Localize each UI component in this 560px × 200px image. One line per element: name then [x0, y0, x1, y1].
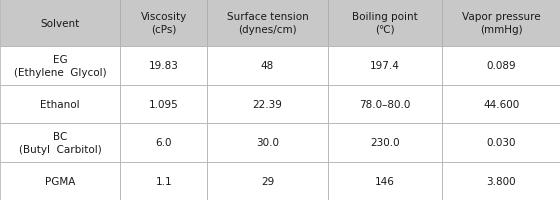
Bar: [328, 123, 442, 162]
Text: 230.0: 230.0: [370, 138, 400, 148]
Text: 78.0–80.0: 78.0–80.0: [360, 99, 410, 109]
Text: 1.1: 1.1: [156, 176, 172, 186]
Bar: [0, 123, 120, 162]
Bar: [120, 85, 207, 123]
Bar: [207, 162, 328, 200]
Text: 30.0: 30.0: [256, 138, 279, 148]
Text: BC
(Butyl  Carbitol): BC (Butyl Carbitol): [19, 131, 101, 154]
Bar: [120, 47, 207, 85]
Text: 22.39: 22.39: [253, 99, 282, 109]
Text: Vapor pressure
(mmHg): Vapor pressure (mmHg): [462, 12, 540, 35]
Bar: [207, 85, 328, 123]
Bar: [120, 162, 207, 200]
Text: Viscosity
(cPs): Viscosity (cPs): [141, 12, 187, 35]
Bar: [442, 0, 560, 47]
Text: Ethanol: Ethanol: [40, 99, 80, 109]
Text: 1.095: 1.095: [149, 99, 179, 109]
Text: Solvent: Solvent: [40, 19, 80, 28]
Text: 3.800: 3.800: [487, 176, 516, 186]
Text: 0.030: 0.030: [487, 138, 516, 148]
Bar: [0, 162, 120, 200]
Text: 19.83: 19.83: [149, 61, 179, 71]
Bar: [207, 47, 328, 85]
Bar: [0, 85, 120, 123]
Bar: [442, 123, 560, 162]
Bar: [207, 123, 328, 162]
Bar: [328, 85, 442, 123]
Bar: [328, 162, 442, 200]
Text: Boiling point
(℃): Boiling point (℃): [352, 12, 418, 35]
Bar: [120, 0, 207, 47]
Bar: [328, 47, 442, 85]
Bar: [442, 85, 560, 123]
Text: 44.600: 44.600: [483, 99, 519, 109]
Text: 6.0: 6.0: [156, 138, 172, 148]
Bar: [120, 123, 207, 162]
Text: 29: 29: [261, 176, 274, 186]
Bar: [0, 47, 120, 85]
Bar: [207, 0, 328, 47]
Text: 146: 146: [375, 176, 395, 186]
Text: 48: 48: [261, 61, 274, 71]
Text: EG
(Ethylene  Glycol): EG (Ethylene Glycol): [14, 55, 106, 77]
Bar: [442, 47, 560, 85]
Text: Surface tension
(dynes/cm): Surface tension (dynes/cm): [227, 12, 308, 35]
Text: 197.4: 197.4: [370, 61, 400, 71]
Bar: [0, 0, 120, 47]
Bar: [328, 0, 442, 47]
Bar: [442, 162, 560, 200]
Text: PGMA: PGMA: [45, 176, 76, 186]
Text: 0.089: 0.089: [487, 61, 516, 71]
